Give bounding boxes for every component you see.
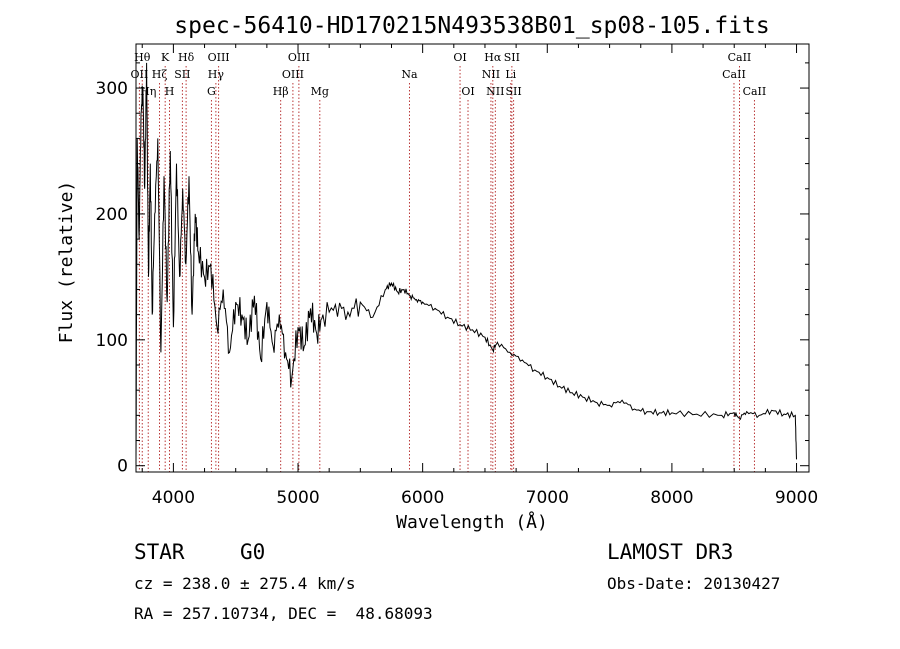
line-label: OI [461,85,474,98]
x-tick-label: 7000 [526,488,569,508]
line-label: Hδ [178,51,195,64]
y-axis-ticks: 0 100 200 300 [96,62,809,477]
y-tick-label: 300 [96,79,128,99]
x-axis-ticks: 4000 5000 6000 7000 8000 9000 [141,44,818,508]
redshift-cz: cz = 238.0 ± 275.4 km/s [134,574,356,593]
line-label: NII [486,85,504,98]
x-tick-label: 9000 [775,488,818,508]
object-type: STAR [134,540,185,564]
survey-name: LAMOST DR3 [607,540,734,564]
x-tick-label: 6000 [401,488,444,508]
y-tick-label: 100 [96,331,128,351]
spectrum-line [135,62,797,460]
line-label: G [207,85,216,98]
x-tick-label: 8000 [650,488,693,508]
y-tick-label: 0 [117,457,128,477]
line-label: K [161,51,170,64]
line-label: Li [505,68,516,81]
obs-date: Obs-Date: 20130427 [607,574,781,593]
line-label: OIII [208,51,230,64]
line-label: SII [174,68,190,81]
line-label: CaII [743,85,767,98]
line-label: Na [401,68,418,81]
x-axis-label: Wavelength (Å) [396,511,548,533]
y-tick-label: 200 [96,205,128,225]
x-tick-label: 5000 [276,488,319,508]
line-label: SII [506,85,522,98]
line-label: Mg [311,85,329,98]
chart-title: spec-56410-HD170215N493538B01_sp08-105.f… [174,13,769,39]
line-label: CaII [728,51,752,64]
line-label: Hζ [152,68,168,81]
line-label: OI [453,51,466,64]
line-label: OIII [288,51,310,64]
y-axis-label: Flux (relative) [56,181,77,344]
line-labels: OIIHθHηHζKHSIIHδGHγOIIIHβOIIIOIIIMgNaOIO… [131,51,767,98]
line-label: OIII [282,68,304,81]
line-label: OII [131,68,149,81]
plot-frame [135,43,810,473]
line-label: CaII [722,68,746,81]
line-label: H [165,85,175,98]
line-label: NII [482,68,500,81]
coordinates: RA = 257.10734, DEC = 48.68093 [134,604,433,623]
subclass: G0 [240,540,266,564]
line-label: Hθ [134,51,151,64]
x-tick-label: 4000 [152,488,195,508]
line-markers [138,66,755,472]
line-label: SII [504,51,520,64]
line-label: Hγ [208,68,225,81]
line-label: Hβ [273,85,289,98]
line-label: Hα [484,51,502,64]
